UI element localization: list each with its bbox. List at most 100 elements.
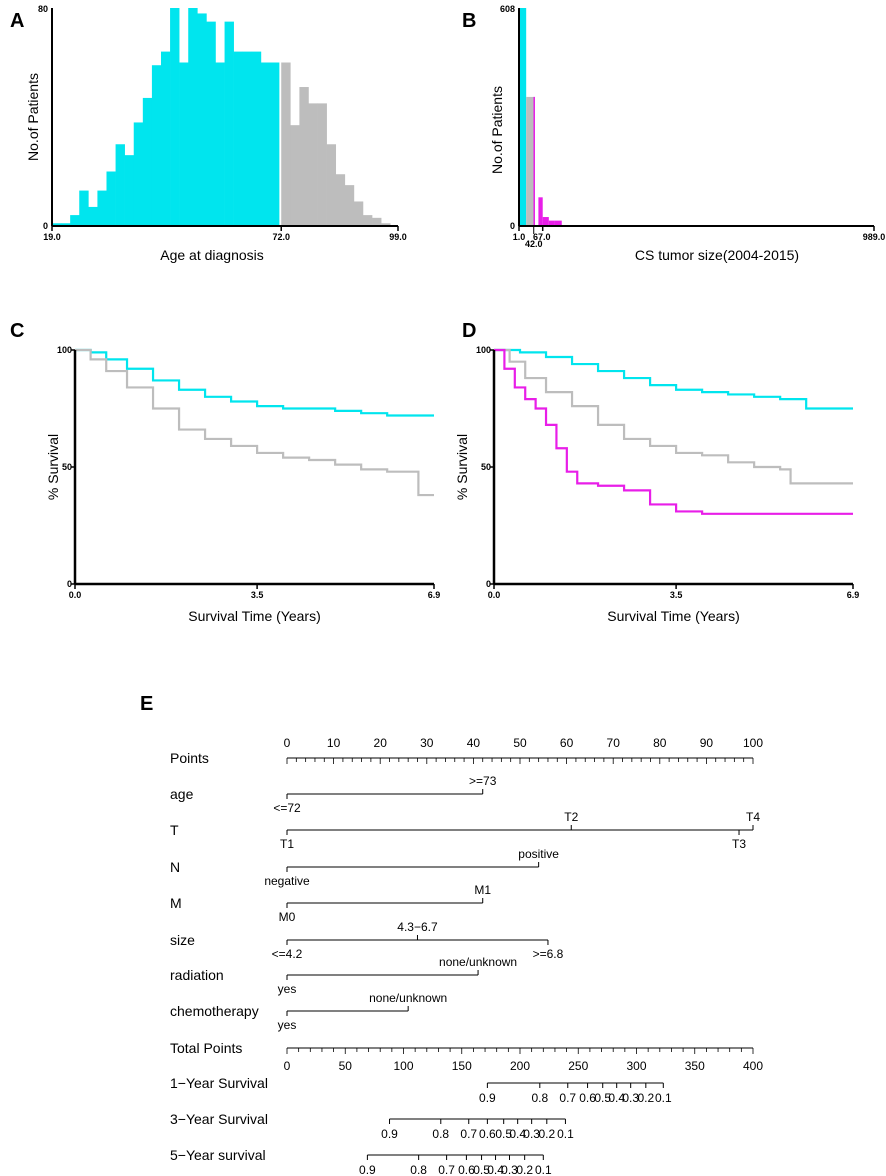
hist-a-bar (335, 174, 346, 226)
hist-a-bar (308, 103, 318, 226)
hist-a-bar (269, 62, 280, 226)
hist-a-bar (353, 201, 364, 226)
panel-letter-A: A (10, 10, 24, 32)
panel-letter-B: B (462, 10, 476, 32)
hist-a-bar (61, 223, 71, 226)
points-tick-label: 100 (743, 736, 763, 750)
y-tick-label-d: 50 (481, 462, 491, 472)
survival-scale-tick-label: 0.2 (637, 1091, 654, 1105)
x-tick-label-c: 3.5 (251, 590, 264, 600)
nomogram-level-label: M1 (474, 883, 491, 897)
nomogram-row-label: Points (170, 750, 209, 766)
survival-curve-gray (75, 348, 434, 497)
hist-a-bar (381, 223, 391, 226)
hist-a-bar (206, 21, 216, 226)
hist-a-bar (215, 62, 225, 226)
survival-scale-tick-label: 0.7 (438, 1163, 455, 1176)
hist-a-bar (106, 171, 116, 226)
x-tick-label-b: 989.0 (863, 232, 886, 242)
hist-a-bar (115, 144, 125, 226)
x-axis-title-a: Age at diagnosis (160, 247, 264, 263)
x-tick-label-b-below: 42.0 (525, 239, 543, 249)
survival-scale-tick-label: 0.5 (473, 1163, 490, 1176)
x-axis-title-d: Survival Time (Years) (607, 608, 740, 624)
survival-scale-tick-label: 0.3 (523, 1127, 540, 1141)
nomogram-row-label: 3−Year Survival (170, 1111, 268, 1127)
nomogram-level-label: T3 (732, 837, 746, 851)
survival-scale-tick-label: 0.2 (516, 1163, 533, 1176)
hist-a-bar (362, 215, 373, 226)
x-tick-label-d: 6.9 (847, 590, 860, 600)
x-tick-label-a: 99.0 (389, 232, 407, 242)
survival-scale-tick-label: 0.5 (495, 1127, 512, 1141)
hist-a-bar (290, 125, 300, 226)
nomogram-row-label: T (170, 822, 179, 838)
hist-a-bar (281, 62, 291, 226)
hist-b-bar (542, 217, 549, 226)
nomogram-level-label: T2 (564, 810, 578, 824)
nomogram-level-label: <=4.2 (272, 947, 303, 961)
survival-scale-tick-label: 0.3 (622, 1091, 639, 1105)
hist-a-bar (142, 97, 153, 226)
hist-a-bar (160, 51, 171, 226)
y-axis-title-c: % Survival (45, 434, 61, 500)
points-tick-label: 90 (700, 736, 714, 750)
nomogram-row-label: Total Points (170, 1040, 242, 1056)
survival-scale-tick-label: 0.6 (458, 1163, 475, 1176)
hist-a-bar (70, 215, 80, 226)
survival-scale-tick-label: 0.1 (535, 1163, 552, 1176)
nomogram-row-label: radiation (170, 967, 224, 983)
survival-scale-tick-label: 0.7 (559, 1091, 576, 1105)
y-axis-title-b: No.of Patients (489, 86, 505, 174)
hist-a-bar (251, 51, 262, 226)
y-tick-label-a: 80 (38, 4, 48, 14)
y-tick-label-c: 0 (67, 579, 72, 589)
total-points-tick-label: 50 (339, 1059, 353, 1073)
survival-curve-gray (494, 348, 853, 485)
nomogram-row-label: M (170, 895, 182, 911)
hist-a-bar (344, 185, 355, 226)
total-points-tick-label: 300 (626, 1059, 646, 1073)
nomogram-level-label: yes (278, 1018, 297, 1032)
survival-scale-tick-label: 0.8 (531, 1091, 548, 1105)
points-tick-label: 0 (284, 736, 291, 750)
y-tick-label-a: 0 (43, 221, 48, 231)
x-tick-label-c: 6.9 (428, 590, 441, 600)
points-tick-label: 30 (420, 736, 434, 750)
points-tick-label: 10 (327, 736, 341, 750)
nomogram-level-label: negative (264, 874, 310, 888)
x-tick-label-b: 67.0 (533, 232, 551, 242)
nomogram-row-label: N (170, 859, 180, 875)
hist-a-bar (317, 103, 327, 226)
survival-scale-tick-label: 0.1 (655, 1091, 672, 1105)
nomogram-row-label: 1−Year Survival (170, 1075, 268, 1091)
survival-scale-tick-label: 0.9 (381, 1127, 398, 1141)
survival-scale-tick-label: 0.7 (460, 1127, 477, 1141)
nomogram-level-label: none/unknown (369, 991, 447, 1005)
nomogram-level-label: >=6.8 (533, 947, 564, 961)
x-tick-label-d: 3.5 (670, 590, 683, 600)
nomogram-level-label: positive (518, 847, 559, 861)
nomogram-level-label: >=73 (469, 774, 497, 788)
hist-a-bar (197, 13, 207, 227)
panel-letter-C: C (10, 320, 24, 342)
hist-b-bar (519, 8, 527, 226)
panel-letter-D: D (462, 320, 476, 342)
nomogram-level-label: <=72 (273, 801, 301, 815)
nomogram-row-label: size (170, 932, 195, 948)
x-axis-title-c: Survival Time (Years) (188, 608, 321, 624)
hist-a-bar (242, 51, 253, 226)
hist-a-bar (372, 217, 382, 226)
survival-scale-tick-label: 0.4 (509, 1127, 526, 1141)
hist-a-bar (97, 190, 107, 226)
survival-scale-tick-label: 0.2 (538, 1127, 555, 1141)
survival-scale-tick-label: 0.8 (410, 1163, 427, 1176)
survival-scale-tick-label: 0.6 (479, 1127, 496, 1141)
hist-a-bar (179, 62, 189, 226)
points-tick-label: 40 (467, 736, 481, 750)
y-axis-title-d: % Survival (454, 434, 470, 500)
y-tick-label-c: 100 (57, 345, 72, 355)
hist-a-bar (233, 51, 244, 226)
hist-a-bar (88, 206, 98, 226)
hist-a-bar (224, 21, 234, 226)
